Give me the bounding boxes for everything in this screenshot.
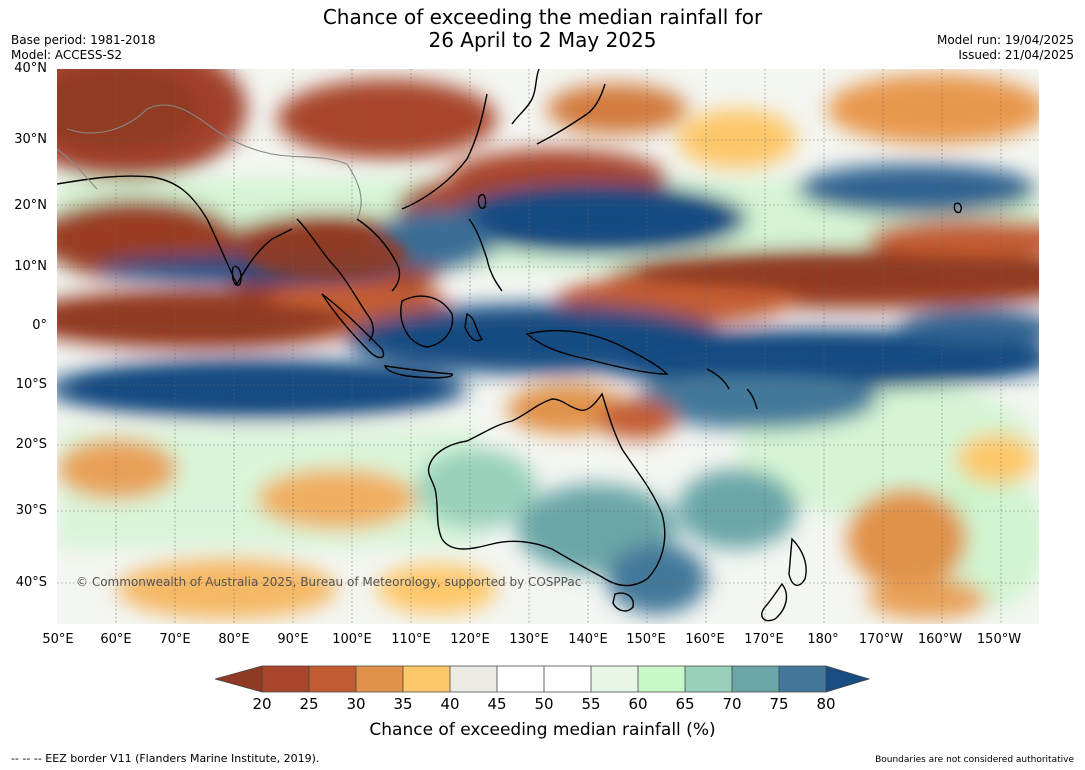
latitude-label-20s: 20°S xyxy=(15,437,47,452)
eez-border-note: -- -- -- EEZ border V11 (Flanders Marine… xyxy=(11,752,320,765)
colorbar-segment-25-30 xyxy=(309,666,356,692)
vanuatu-coastline xyxy=(746,388,758,410)
colorbar-title: Chance of exceeding median rainfall (%) xyxy=(369,720,716,740)
rainfall-map xyxy=(57,69,1039,624)
indochina-coastline xyxy=(356,218,401,292)
colorbar-segment-35-40 xyxy=(403,666,450,692)
longitude-label-150w: 150°W xyxy=(976,632,1022,647)
colorbar-label-45: 45 xyxy=(487,695,507,713)
longitude-label-170w: 170°W xyxy=(858,632,904,647)
map-title-line-2: 26 April to 2 May 2025 xyxy=(428,28,657,52)
longitude-label-160e: 160°E xyxy=(685,632,725,647)
colorbar-label-20: 20 xyxy=(252,695,272,713)
malay-peninsula-coastline xyxy=(296,218,374,342)
japan-coastline xyxy=(536,83,606,145)
latitude-label-0: 0° xyxy=(32,318,47,333)
colorbar-label-70: 70 xyxy=(722,695,742,713)
solomon-islands-coastline xyxy=(706,368,730,390)
colorbar-label-80: 80 xyxy=(816,695,836,713)
model-text: Model: ACCESS-S2 xyxy=(11,48,123,62)
tasmania-coastline xyxy=(612,592,634,612)
longitude-label-50e: 50°E xyxy=(42,632,74,647)
colorbar-segment-20-25 xyxy=(262,666,309,692)
longitude-label-170e: 170°E xyxy=(744,632,784,647)
new-guinea-coastline xyxy=(525,329,669,375)
sumatra-coastline xyxy=(321,293,385,359)
colorbar xyxy=(215,665,870,693)
colorbar-segment-40-45 xyxy=(450,666,497,692)
borneo-coastline xyxy=(400,295,454,348)
latitude-label-30s: 30°S xyxy=(15,503,47,518)
colorbar-segment-45-50 xyxy=(497,666,544,692)
java-coastline xyxy=(383,365,453,379)
latitude-label-20n: 20°N xyxy=(14,198,47,213)
australia-coastline xyxy=(427,392,666,587)
probability-accents xyxy=(57,69,1039,401)
boundaries-note: Boundaries are not considered authoritat… xyxy=(875,755,1074,765)
longitude-label-130e: 130°E xyxy=(509,632,549,647)
colorbar-segment-70-75 xyxy=(732,666,779,692)
pakistan-border xyxy=(57,148,98,190)
korea-coastline xyxy=(511,69,540,125)
colorbar-segment-65-70 xyxy=(685,666,732,692)
latitude-label-40n: 40°N xyxy=(14,61,47,76)
philippines-coastline xyxy=(468,218,503,292)
taiwan-coastline xyxy=(477,193,487,209)
longitude-label-110e: 110°E xyxy=(391,632,431,647)
colorbar-label-50: 50 xyxy=(534,695,554,713)
issued-text: Issued: 21/04/2025 xyxy=(958,48,1074,62)
coastlines xyxy=(57,69,962,622)
latitude-label-10n: 10°N xyxy=(14,259,47,274)
longitude-label-160w: 160°W xyxy=(917,632,963,647)
longitude-label-70e: 70°E xyxy=(159,632,191,647)
colorbar-label-25: 25 xyxy=(299,695,319,713)
base-period-text: Base period: 1981-2018 xyxy=(11,33,156,47)
hawaii-coastline xyxy=(953,202,962,214)
colorbar-label-65: 65 xyxy=(675,695,695,713)
colorbar-segment-60-65 xyxy=(638,666,685,692)
longitude-label-180: 180° xyxy=(807,632,839,647)
longitude-label-140e: 140°E xyxy=(568,632,608,647)
new-zealand-north-coastline xyxy=(788,537,807,586)
colorbar-label-40: 40 xyxy=(440,695,460,713)
colorbar-low-arrow xyxy=(215,666,262,692)
himalaya-border xyxy=(66,104,348,165)
longitude-label-100e: 100°E xyxy=(332,632,372,647)
model-run-text: Model run: 19/04/2025 xyxy=(936,33,1074,47)
latitude-label-10s: 10°S xyxy=(15,377,47,392)
colorbar-high-arrow xyxy=(826,666,869,692)
indochina-border xyxy=(346,163,362,220)
colorbar-segment-30-35 xyxy=(356,666,403,692)
china-coastline xyxy=(401,93,488,210)
longitude-label-120e: 120°E xyxy=(450,632,490,647)
colorbar-segment-50-55 xyxy=(544,666,591,692)
map-title-line-1: Chance of exceeding the median rainfall … xyxy=(322,5,763,29)
colorbar-segment-75-80 xyxy=(779,666,826,692)
graticule xyxy=(57,69,1039,624)
latitude-label-40s: 40°S xyxy=(15,575,47,590)
colorbar-label-55: 55 xyxy=(581,695,601,713)
probability-field xyxy=(57,69,1039,619)
colorbar-label-35: 35 xyxy=(393,695,413,713)
sulawesi-coastline xyxy=(464,312,484,342)
colorbar-segment-55-60 xyxy=(591,666,638,692)
longitude-label-80e: 80°E xyxy=(218,632,250,647)
india-coastline xyxy=(57,175,293,286)
longitude-label-150e: 150°E xyxy=(626,632,666,647)
colorbar-label-75: 75 xyxy=(769,695,789,713)
colorbar-label-60: 60 xyxy=(628,695,648,713)
new-zealand-south-coastline xyxy=(761,582,788,622)
latitude-label-30n: 30°N xyxy=(14,132,47,147)
sri-lanka-coastline xyxy=(231,265,242,286)
country-borders xyxy=(57,104,362,220)
longitude-label-60e: 60°E xyxy=(100,632,132,647)
copyright-text: © Commonwealth of Australia 2025, Bureau… xyxy=(76,575,582,589)
longitude-label-90e: 90°E xyxy=(277,632,309,647)
colorbar-label-30: 30 xyxy=(346,695,366,713)
